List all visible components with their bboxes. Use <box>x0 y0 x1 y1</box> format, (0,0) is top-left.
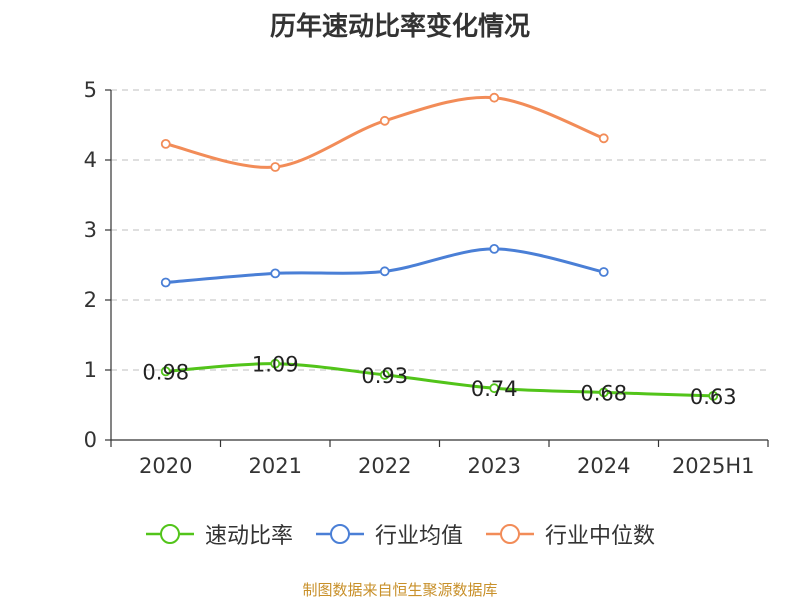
x-tick-label: 2021 <box>249 454 302 478</box>
x-tick-label: 2025H1 <box>672 454 755 478</box>
data-label: 0.74 <box>471 377 518 401</box>
x-tick-label: 2022 <box>358 454 411 478</box>
legend: 速动比率 行业均值 行业中位数 <box>0 518 800 550</box>
data-point <box>160 277 171 288</box>
series-line <box>165 247 605 284</box>
data-point <box>489 383 500 394</box>
data-label: 0.93 <box>361 364 408 388</box>
legend-marker-icon <box>145 524 194 544</box>
legend-item[interactable]: 行业均值 <box>315 518 463 550</box>
gridlines <box>111 89 768 371</box>
y-tick-label: 0 <box>84 428 97 452</box>
data-point <box>598 133 609 144</box>
data-point <box>379 369 390 380</box>
data-point <box>489 92 500 103</box>
x-tick-label: 2023 <box>468 454 521 478</box>
legend-marker-icon <box>315 524 364 544</box>
data-point <box>160 138 171 149</box>
data-label: 0.68 <box>580 381 627 405</box>
y-tick-label: 4 <box>84 148 97 172</box>
x-tick-label: 2020 <box>139 454 192 478</box>
y-tick-label: 2 <box>84 288 97 312</box>
data-point <box>270 358 281 369</box>
legend-label: 行业均值 <box>374 524 463 549</box>
chart-title: 历年速动比率变化情况 <box>269 12 530 42</box>
x-tick-label: 2024 <box>577 454 630 478</box>
data-label: 0.63 <box>690 385 737 409</box>
data-point <box>270 162 281 172</box>
data-point <box>160 366 171 377</box>
data-point <box>598 267 609 277</box>
legend-label: 行业中位数 <box>545 524 656 549</box>
data-point <box>379 115 390 126</box>
series-lines <box>160 92 719 401</box>
data-point <box>489 243 500 254</box>
legend-item[interactable]: 速动比率 <box>145 518 293 550</box>
legend-item[interactable]: 行业中位数 <box>485 518 655 550</box>
series-line <box>165 362 714 398</box>
source-note: 制图数据来自恒生聚源数据库 <box>302 581 498 599</box>
data-label: 0.98 <box>142 360 189 384</box>
data-point <box>270 268 281 279</box>
data-point <box>708 390 719 401</box>
data-label: 1.09 <box>252 353 299 377</box>
y-tick-label: 1 <box>84 358 97 382</box>
data-labels: 0.98 1.09 0.93 0.74 0.68 0.63 <box>142 353 736 409</box>
data-point <box>598 387 609 398</box>
legend-marker-icon <box>486 524 534 544</box>
axes: 0 1 2 3 4 5 2020 2021 2022 2023 2024 2025H1 <box>84 78 769 478</box>
data-point <box>379 266 390 277</box>
y-tick-label: 5 <box>84 78 97 102</box>
series-line <box>165 95 605 169</box>
legend-label: 速动比率 <box>204 524 293 549</box>
y-tick-label: 3 <box>84 218 97 242</box>
